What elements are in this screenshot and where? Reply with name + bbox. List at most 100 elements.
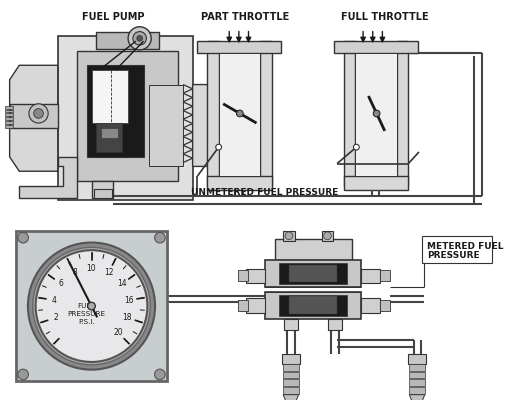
- Bar: [149, 85, 183, 166]
- Text: 12: 12: [104, 268, 114, 277]
- Bar: [246, 298, 265, 313]
- Text: 14: 14: [117, 280, 127, 289]
- Polygon shape: [409, 395, 425, 404]
- Circle shape: [353, 144, 359, 150]
- Bar: [409, 379, 425, 386]
- Bar: [5, 109, 12, 112]
- Bar: [207, 41, 219, 186]
- Circle shape: [216, 144, 221, 150]
- Text: 16: 16: [124, 296, 134, 305]
- Bar: [283, 379, 299, 386]
- Bar: [282, 354, 300, 364]
- Bar: [5, 125, 12, 128]
- Polygon shape: [287, 404, 295, 407]
- Bar: [380, 300, 390, 311]
- Bar: [77, 51, 178, 181]
- Bar: [344, 176, 408, 190]
- Circle shape: [373, 110, 380, 117]
- Bar: [5, 106, 12, 109]
- Bar: [58, 36, 192, 200]
- Bar: [10, 104, 58, 128]
- Bar: [283, 372, 299, 379]
- Bar: [5, 121, 12, 124]
- Bar: [238, 270, 248, 281]
- Circle shape: [137, 35, 142, 41]
- Bar: [409, 364, 425, 371]
- Bar: [5, 114, 12, 116]
- Circle shape: [285, 232, 293, 240]
- Polygon shape: [192, 85, 212, 166]
- Bar: [283, 387, 299, 394]
- Text: FUEL PUMP: FUEL PUMP: [83, 12, 145, 22]
- Text: 2: 2: [53, 313, 58, 322]
- Bar: [344, 41, 356, 186]
- Bar: [283, 231, 295, 241]
- Bar: [279, 263, 347, 284]
- Circle shape: [88, 302, 95, 310]
- Bar: [265, 260, 361, 287]
- Circle shape: [33, 247, 150, 365]
- Bar: [289, 265, 337, 282]
- Circle shape: [128, 27, 151, 50]
- Text: 10: 10: [87, 264, 96, 273]
- Circle shape: [236, 110, 243, 117]
- Circle shape: [29, 104, 48, 123]
- Bar: [284, 319, 298, 330]
- Circle shape: [34, 109, 43, 118]
- Bar: [397, 41, 408, 186]
- Bar: [87, 65, 144, 157]
- Bar: [265, 292, 361, 319]
- Circle shape: [324, 232, 331, 240]
- Circle shape: [155, 369, 165, 380]
- Circle shape: [155, 232, 165, 243]
- Bar: [279, 295, 347, 316]
- Text: METERED FUEL: METERED FUEL: [427, 242, 503, 251]
- Bar: [409, 387, 425, 394]
- Text: 18: 18: [122, 313, 132, 322]
- Bar: [219, 53, 260, 176]
- Text: PART THROTTLE: PART THROTTLE: [201, 12, 290, 22]
- Bar: [334, 41, 418, 53]
- Text: PRESSURE: PRESSURE: [427, 252, 479, 260]
- Bar: [94, 188, 112, 198]
- Text: UNMETERED FUEL PRESSURE: UNMETERED FUEL PRESSURE: [191, 188, 338, 197]
- Text: 4: 4: [52, 296, 57, 305]
- Bar: [361, 298, 380, 313]
- Bar: [283, 364, 299, 371]
- Bar: [96, 123, 122, 152]
- Bar: [380, 270, 390, 281]
- Bar: [238, 300, 248, 311]
- Bar: [321, 231, 333, 241]
- Bar: [260, 41, 271, 186]
- Polygon shape: [19, 157, 77, 198]
- Bar: [289, 296, 337, 314]
- Bar: [275, 239, 351, 260]
- Circle shape: [133, 32, 147, 45]
- Bar: [101, 128, 118, 138]
- Bar: [361, 269, 380, 283]
- Bar: [409, 372, 425, 379]
- Bar: [246, 269, 265, 283]
- Text: 6: 6: [59, 280, 63, 289]
- Polygon shape: [283, 395, 299, 404]
- Bar: [329, 319, 342, 330]
- Circle shape: [18, 232, 28, 243]
- Text: 8: 8: [72, 268, 77, 277]
- Bar: [91, 181, 112, 198]
- Text: 20: 20: [113, 328, 123, 337]
- Bar: [207, 176, 271, 190]
- Bar: [91, 70, 128, 123]
- Circle shape: [36, 250, 148, 362]
- Text: FUEL
PRESSURE
P.S.I.: FUEL PRESSURE P.S.I.: [68, 303, 106, 325]
- Bar: [17, 231, 167, 381]
- Bar: [408, 354, 426, 364]
- Text: FULL THROTTLE: FULL THROTTLE: [342, 12, 429, 22]
- Circle shape: [28, 243, 155, 370]
- Polygon shape: [413, 404, 421, 407]
- Polygon shape: [10, 65, 58, 171]
- Bar: [96, 32, 159, 49]
- Bar: [5, 117, 12, 120]
- Bar: [356, 53, 397, 176]
- Bar: [422, 236, 492, 263]
- Circle shape: [18, 369, 28, 380]
